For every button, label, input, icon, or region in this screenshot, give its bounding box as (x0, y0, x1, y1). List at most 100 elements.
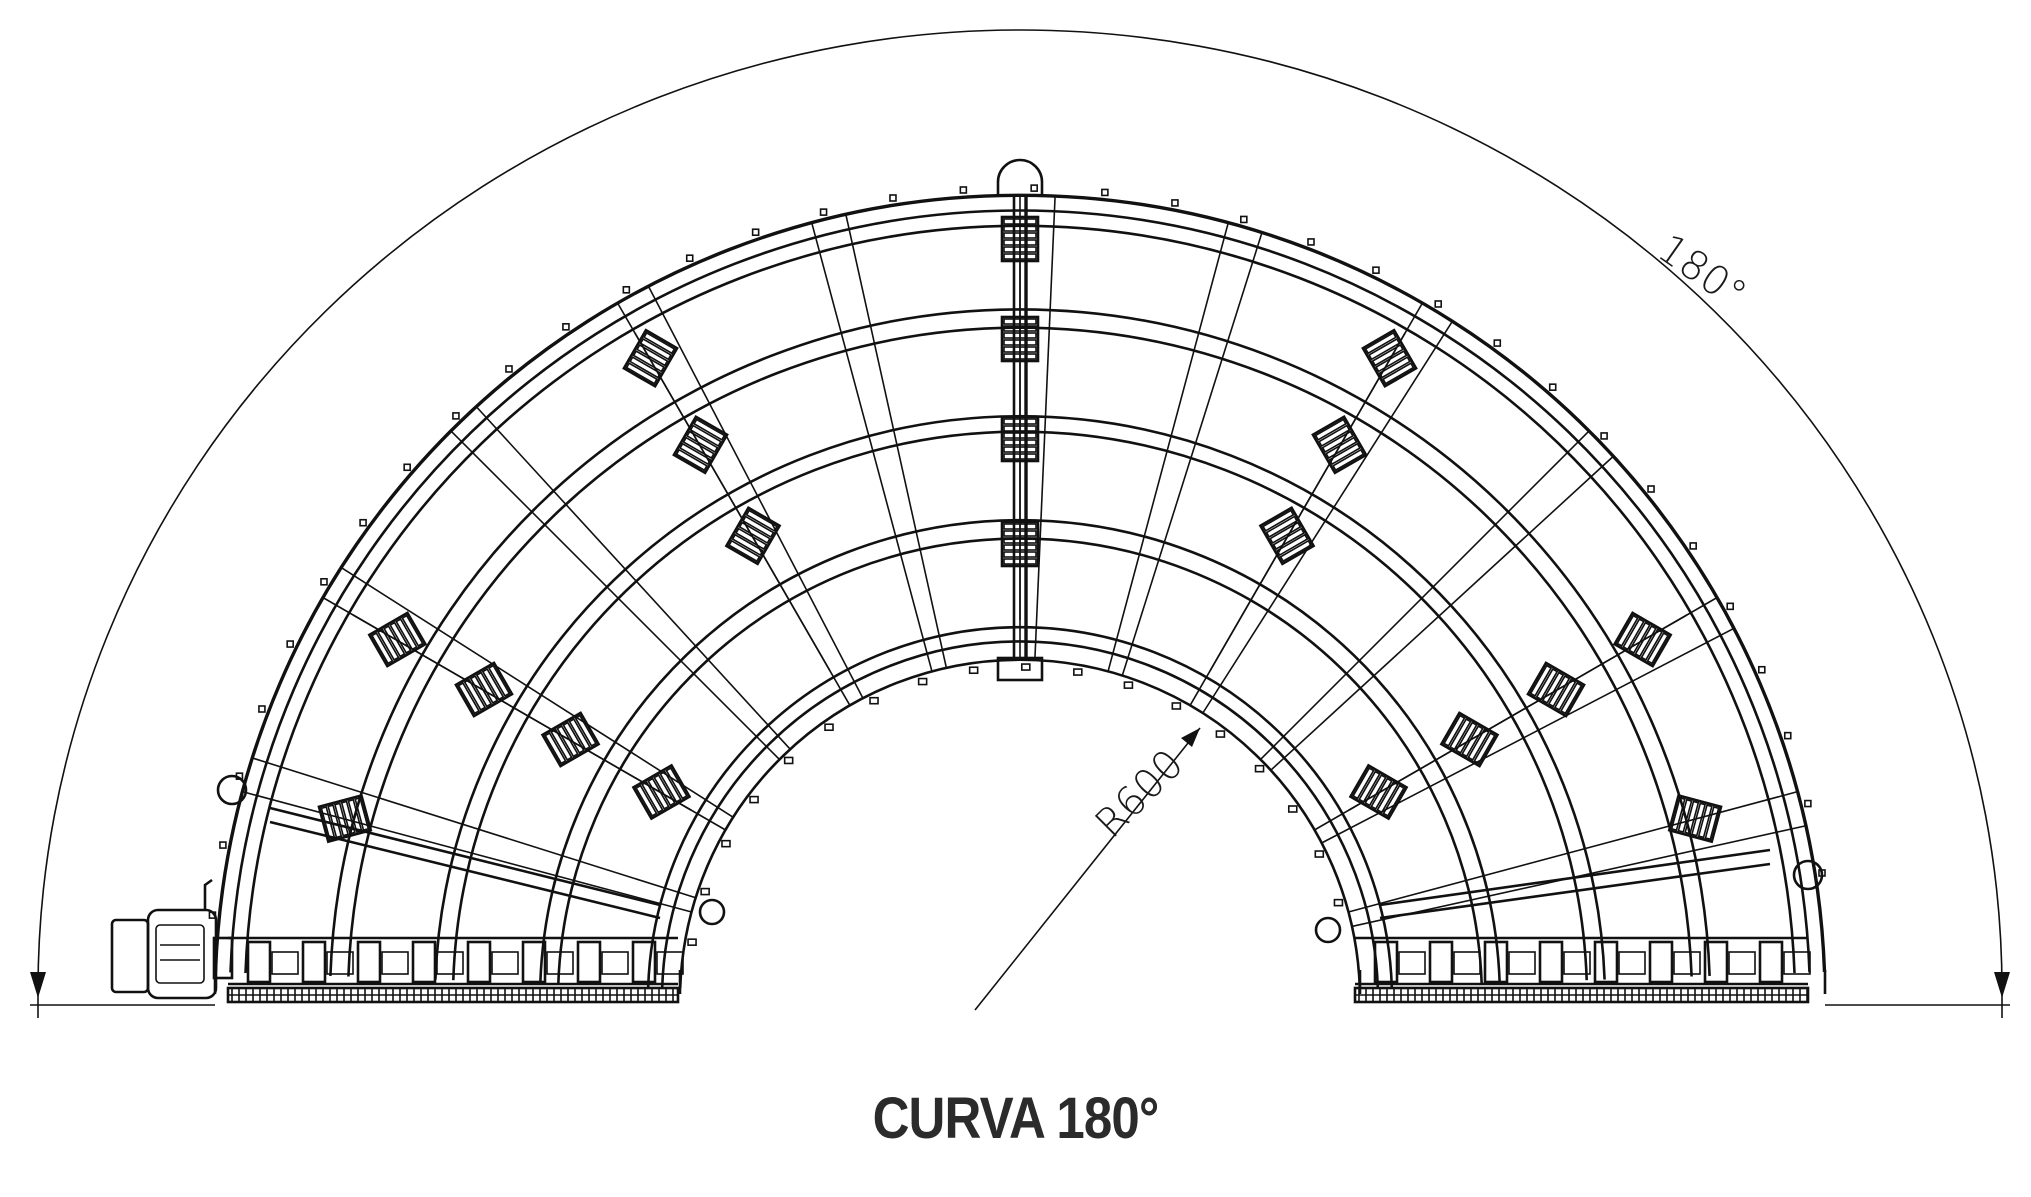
roller-stack (1348, 763, 1409, 821)
drive-coupling (436, 951, 464, 975)
drive-coupling (271, 951, 299, 975)
roller-plate (370, 632, 394, 665)
drive-drum (301, 940, 327, 984)
roller-plate (659, 770, 682, 803)
roller-stack (1439, 711, 1500, 768)
roller-plate (738, 521, 771, 545)
rivet (1757, 665, 1766, 674)
rivet (1372, 266, 1380, 274)
rivet (320, 577, 328, 586)
drive-drum (246, 940, 272, 984)
inner-belt-right (1379, 862, 1771, 920)
roller-shaft (352, 614, 692, 811)
roller-plate (1269, 521, 1302, 545)
roller-housing (672, 415, 729, 475)
roller-shaft (1209, 332, 1406, 672)
rivet (622, 286, 631, 294)
roller-plate (643, 331, 676, 355)
radial-cross-member (1034, 195, 1056, 661)
radial-cross-member (1202, 320, 1454, 714)
roller-plate (1279, 539, 1312, 563)
roller-plate (636, 343, 669, 367)
radial-cross-member (1270, 455, 1615, 771)
radial-cross-member (252, 757, 696, 899)
drive-drum (521, 940, 547, 984)
base-modules (226, 936, 1811, 1004)
drive-drum (1538, 940, 1564, 984)
drive-drum (466, 940, 492, 984)
roller-plate (639, 337, 672, 361)
rivet (505, 365, 513, 373)
drive-drum (1483, 940, 1509, 984)
roller-plate (1529, 664, 1553, 697)
drive-coupling (1728, 951, 1756, 975)
roller-plate (1697, 804, 1713, 839)
rivet (452, 412, 460, 420)
rivet (1254, 764, 1265, 773)
roller-plate (1622, 618, 1645, 651)
radial-cross-member (450, 430, 781, 761)
roller-plate (574, 714, 597, 747)
roller-plate (1541, 671, 1565, 704)
rivet (1783, 731, 1792, 740)
roller-stack (1311, 415, 1368, 475)
rivet (819, 208, 828, 216)
drive-drum (1758, 940, 1784, 984)
roller-plate (1704, 805, 1720, 841)
dimension-lines (30, 29, 2010, 1018)
roller-housing (631, 763, 692, 821)
rivet (700, 887, 710, 896)
angle-dimension-label: 180° (1649, 226, 1754, 319)
roller-plate (1358, 770, 1381, 803)
curved-rail (678, 658, 1362, 989)
radial-cross-member (844, 213, 948, 669)
roller-plate (320, 805, 336, 841)
roller-plate (1314, 418, 1347, 441)
roller-plate (1443, 714, 1466, 747)
drive-drum (1593, 940, 1619, 984)
angle-dimension-arc (37, 29, 2003, 991)
roller-plate (1368, 337, 1401, 361)
roller-plate (457, 682, 481, 715)
rivet (1493, 339, 1502, 347)
rivet (1030, 184, 1038, 192)
drive-drum (1648, 940, 1674, 984)
roller-housing (724, 506, 782, 566)
drive-coupling (1453, 951, 1481, 975)
roller-plate (1364, 774, 1387, 807)
roller-plate (481, 668, 505, 701)
roller-plate (1003, 218, 1037, 225)
motor-end-cap (110, 918, 150, 994)
roller-plate (1382, 362, 1415, 385)
drive-coupling (1508, 951, 1536, 975)
rivet (1333, 898, 1344, 907)
rivet (1021, 663, 1031, 671)
rivet (824, 723, 834, 732)
roller-plate (1646, 632, 1670, 665)
roller-plate (675, 448, 708, 472)
rivet (1434, 300, 1443, 308)
roller-stack (1612, 611, 1673, 668)
roller-plate (653, 774, 676, 807)
roller-housing (1439, 711, 1500, 768)
roller-housing (622, 328, 679, 389)
roller-plate (340, 800, 356, 835)
radial-cross-member (475, 405, 791, 750)
rivet (1171, 199, 1179, 207)
drive-drum (631, 940, 657, 984)
rivet (1171, 702, 1182, 710)
roller-plate (1364, 331, 1397, 355)
roller-housing (1348, 763, 1409, 821)
roller-housing (1311, 415, 1368, 475)
rivet (1287, 805, 1298, 813)
drive-drum (356, 940, 382, 984)
roller-housing (540, 711, 601, 768)
roller-housing (454, 661, 514, 718)
drive-coupling (1398, 951, 1426, 975)
rivet (1726, 602, 1734, 611)
roller-housing (317, 793, 373, 844)
roller-plate (686, 430, 719, 454)
radius-arrow (1181, 728, 1200, 747)
roller-plate (689, 424, 722, 447)
